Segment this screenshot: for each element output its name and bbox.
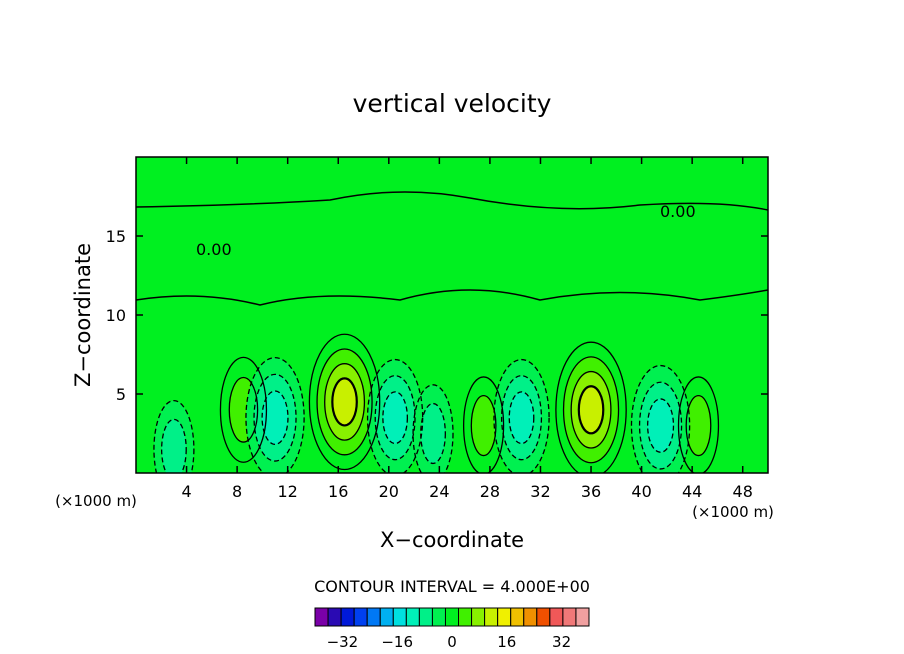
updraft-cell	[463, 376, 504, 473]
colorbar-tick-label: −16	[381, 633, 413, 651]
colorbar-swatch	[379, 607, 394, 627]
x-tick-label: 36	[581, 482, 601, 501]
zero-contour-label: 0.00	[660, 202, 696, 221]
x-tick-label: 44	[682, 482, 702, 501]
colorbar-tick-label: 32	[552, 633, 571, 651]
colorbar-swatch	[536, 607, 551, 627]
colorbar-swatch	[418, 607, 433, 627]
colorbar-swatch	[366, 607, 381, 627]
colorbar-swatch	[510, 607, 525, 627]
colorbar-swatch	[575, 607, 590, 627]
colorbar-swatch	[497, 607, 512, 627]
zero-contour-label: 0.00	[196, 240, 232, 259]
colorbar-swatch	[471, 607, 486, 627]
contour-interval-text: CONTOUR INTERVAL = 4.000E+00	[314, 577, 590, 596]
downdraft-cell	[153, 400, 194, 473]
colorbar-swatch	[314, 607, 329, 627]
x-tick-label: 48	[733, 482, 753, 501]
y-tick-label: 10	[106, 306, 126, 325]
x-tick-label: 16	[328, 482, 348, 501]
downdraft-cell	[631, 365, 690, 473]
colorbar-swatch	[431, 607, 446, 627]
colorbar-swatch	[405, 607, 420, 627]
x-tick-label: 40	[631, 482, 651, 501]
colorbar-swatch	[340, 607, 355, 627]
colorbar-swatch	[327, 607, 342, 627]
x-axis-label: X−coordinate	[380, 528, 524, 552]
colorbar-swatch	[523, 607, 538, 627]
y-tick-label: 5	[116, 385, 126, 404]
y-axis-label: Z−coordinate	[71, 243, 95, 387]
y-unit-label: (×1000 m)	[55, 492, 137, 510]
chart-title: vertical velocity	[353, 89, 552, 118]
x-tick-label: 28	[480, 482, 500, 501]
colorbar-swatch	[353, 607, 368, 627]
colorbar-swatch	[484, 607, 499, 627]
colorbar-swatch	[444, 607, 460, 627]
colorbar-tick-label: 0	[447, 633, 457, 651]
colorbar-tick-label: 16	[497, 633, 516, 651]
plot-area	[136, 157, 768, 473]
x-tick-label: 8	[232, 482, 242, 501]
x-tick-label: 32	[530, 482, 550, 501]
colorbar	[314, 607, 590, 627]
colorbar-swatch	[392, 607, 407, 627]
y-tick-label: 15	[106, 227, 126, 246]
x-tick-label: 24	[429, 482, 449, 501]
updraft-cell	[678, 376, 719, 473]
x-unit-label: (×1000 m)	[692, 503, 774, 521]
colorbar-tick-label: −32	[327, 633, 359, 651]
colorbar-swatch	[562, 607, 577, 627]
colorbar-swatch	[458, 607, 473, 627]
x-tick-label: 12	[278, 482, 298, 501]
x-tick-label: 4	[181, 482, 191, 501]
colorbar-swatch	[549, 607, 564, 627]
x-tick-label: 20	[379, 482, 399, 501]
